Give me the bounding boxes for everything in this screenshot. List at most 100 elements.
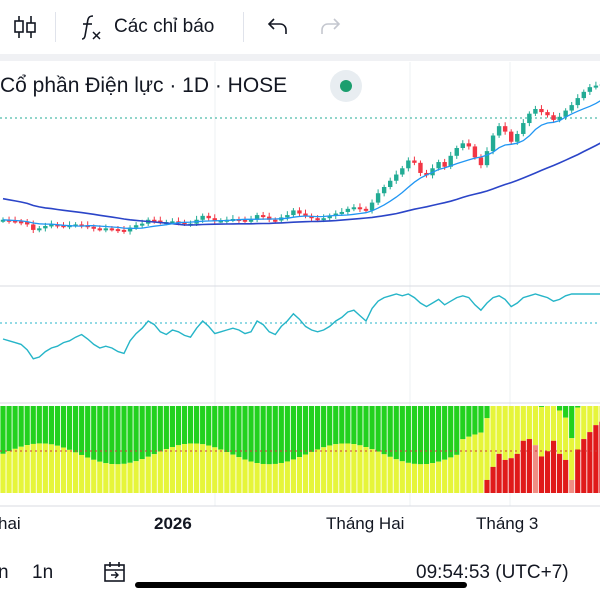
zone-bar-yellow — [169, 446, 175, 493]
candle — [460, 143, 465, 148]
zone-bar-yellow — [163, 449, 169, 493]
zone-bar-yellow — [520, 406, 526, 441]
zone-bar-yellow — [248, 461, 254, 493]
zone-bar-yellow — [321, 447, 327, 493]
candle — [25, 222, 30, 225]
symbol-title[interactable]: Cổ phần Điện lực · 1D · HOSE — [0, 74, 288, 97]
zone-bar-yellow — [587, 406, 593, 433]
date-range-icon[interactable] — [102, 560, 128, 586]
clock-timezone[interactable]: 09:54:53 (UTC+7) — [416, 562, 569, 583]
undo-button[interactable] — [262, 10, 292, 44]
zone-bar-yellow — [460, 439, 466, 493]
zone-bar-yellow — [272, 463, 278, 493]
zone-bar-yellow — [290, 459, 296, 493]
candle — [182, 222, 187, 225]
candle — [581, 91, 586, 99]
zone-bar-yellow — [79, 454, 85, 493]
zone-bar-green — [24, 406, 30, 446]
zone-bar-yellow — [115, 464, 121, 493]
market-status-indicator[interactable] — [330, 70, 362, 102]
zone-bar-yellow — [333, 444, 339, 493]
zone-bar-yellow — [508, 406, 514, 459]
zone-bar-yellow — [308, 451, 315, 493]
zone-bar-yellow — [399, 461, 405, 493]
chart-type-button[interactable] — [10, 10, 40, 44]
zone-bar-green — [109, 406, 115, 465]
zone-bar-yellow — [538, 406, 545, 457]
zone-bar-yellow — [187, 443, 194, 493]
range-button[interactable]: n — [0, 562, 9, 583]
zone-bar-yellow — [405, 462, 411, 493]
redo-button[interactable] — [316, 10, 346, 44]
candle — [587, 87, 593, 92]
zone-bar-green — [278, 406, 284, 463]
indicators-button[interactable]: Các chỉ báo — [78, 10, 214, 44]
zone-bar-yellow — [60, 447, 67, 493]
zone-bar-green — [36, 406, 42, 444]
zone-bar-green — [266, 406, 272, 465]
zone-bar-green — [248, 406, 254, 462]
zone-bar-red — [484, 479, 490, 493]
zone-bar-green — [302, 406, 309, 455]
zone-bar-red — [508, 458, 514, 493]
candle — [496, 126, 502, 136]
time-axis-label: Tháng 3 — [476, 514, 539, 533]
zone-bar-yellow — [266, 464, 272, 493]
zone-bar-green — [484, 406, 490, 419]
candle — [260, 215, 266, 218]
zone-bar-yellow — [387, 456, 393, 493]
zone-bar-yellow — [327, 445, 333, 493]
zone-bar-green — [12, 406, 18, 449]
zone-bar-green — [308, 406, 315, 452]
zone-bar-green — [423, 406, 430, 465]
zone-bar-green — [151, 406, 157, 455]
zone-bar-yellow — [97, 461, 103, 493]
zone-bar-yellow — [369, 449, 375, 493]
zone-bar-green — [460, 406, 466, 440]
zone-bar-green — [296, 406, 303, 458]
zone-bar-red — [569, 479, 575, 493]
candle — [133, 225, 139, 228]
candle — [303, 213, 308, 216]
zone-bar-green — [79, 406, 85, 455]
zone-bar-yellow — [175, 445, 182, 493]
zone-bar-yellow — [569, 438, 575, 480]
zone-bar-yellow — [557, 410, 563, 454]
zone-bar-green — [357, 406, 363, 446]
zone-bar-yellow — [345, 443, 351, 493]
candle — [412, 160, 417, 163]
zone-bar-yellow — [30, 443, 36, 493]
function-icon — [81, 15, 101, 40]
zone-bar-yellow — [194, 443, 200, 493]
candle — [345, 208, 351, 212]
candle — [109, 228, 115, 231]
zone-bar-yellow — [448, 457, 454, 493]
zone-bar-yellow — [242, 459, 248, 493]
moving-average-fast — [2, 100, 600, 230]
candle — [212, 218, 217, 221]
candle — [31, 224, 36, 230]
zone-bar-yellow — [544, 406, 551, 452]
zone-bar-yellow — [48, 444, 54, 493]
zone-bar-green — [284, 406, 290, 462]
zone-bar-yellow — [429, 463, 436, 493]
candle — [61, 225, 66, 228]
zone-bar-yellow — [157, 451, 163, 493]
zone-bar-yellow — [581, 406, 587, 440]
candle — [0, 219, 6, 222]
toolbar-separator — [243, 12, 244, 42]
zone-bar-green — [345, 406, 351, 444]
candle — [478, 157, 484, 166]
range-button-1y[interactable]: 1n — [32, 562, 54, 583]
zone-bar-green — [454, 406, 460, 455]
zone-bar-yellow — [103, 463, 109, 493]
zone-bar-yellow — [393, 459, 399, 493]
candle — [327, 215, 332, 219]
candle — [363, 208, 369, 211]
candle — [351, 207, 357, 210]
zone-bar-yellow — [381, 454, 387, 493]
zone-bar-green — [187, 406, 194, 444]
candle — [515, 133, 520, 142]
candle — [557, 116, 562, 120]
